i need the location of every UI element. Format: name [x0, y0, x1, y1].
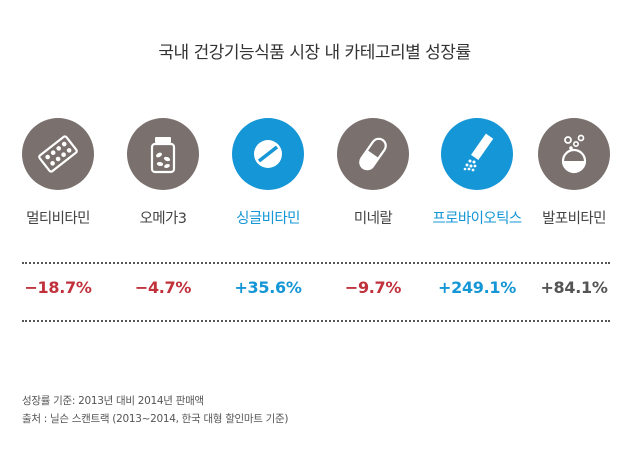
chart-title: 국내 건강기능식품 시장 내 카테고리별 성장률 [158, 43, 471, 63]
growth-value-probiotics: +249.1% [438, 278, 516, 297]
category-label: 프로바이오틱스 [432, 211, 522, 227]
probiotic-powder-stick-icon [441, 118, 513, 190]
growth-value-mineral: −9.7% [344, 278, 402, 297]
capsule-icon [337, 118, 409, 190]
category-label: 미네랄 [353, 211, 393, 227]
category-effervescent-vitamin: 발포비타민 [524, 118, 624, 228]
footnotes: 성장률 기준: 2013년 대비 2014년 판매액 출처 : 닐슨 스캔트랙 … [22, 392, 289, 428]
tablet-icon [232, 118, 304, 190]
source-note: 출처 : 닐슨 스캔트랙 (2013~2014, 한국 대형 할인마트 기준) [22, 413, 289, 425]
growth-basis-note: 성장률 기준: 2013년 대비 2014년 판매액 [22, 395, 204, 407]
growth-value-effervescent-vitamin: +84.1% [540, 278, 608, 297]
supplement-bottle-icon [127, 118, 199, 190]
category-label: 멀티비타민 [26, 211, 90, 227]
growth-value-single-vitamin: +35.6% [234, 278, 302, 297]
growth-value-multivitamin: −18.7% [24, 278, 92, 297]
effervescent-tablet-icon [538, 118, 610, 190]
category-mineral: 미네랄 [323, 118, 423, 228]
category-multivitamin: 멀티비타민 [8, 118, 108, 228]
category-label: 발포비타민 [542, 211, 606, 227]
category-omega3: 오메가3 [113, 118, 213, 228]
divider-bottom [22, 320, 610, 322]
category-label: 싱글비타민 [236, 211, 300, 227]
category-single-vitamin: 싱글비타민 [218, 118, 318, 228]
category-probiotics: 프로바이오틱스 [427, 118, 527, 228]
growth-value-omega3: −4.7% [134, 278, 192, 297]
pill-blister-pack-icon [22, 118, 94, 190]
category-label: 오메가3 [139, 211, 187, 227]
divider-top [22, 262, 610, 264]
